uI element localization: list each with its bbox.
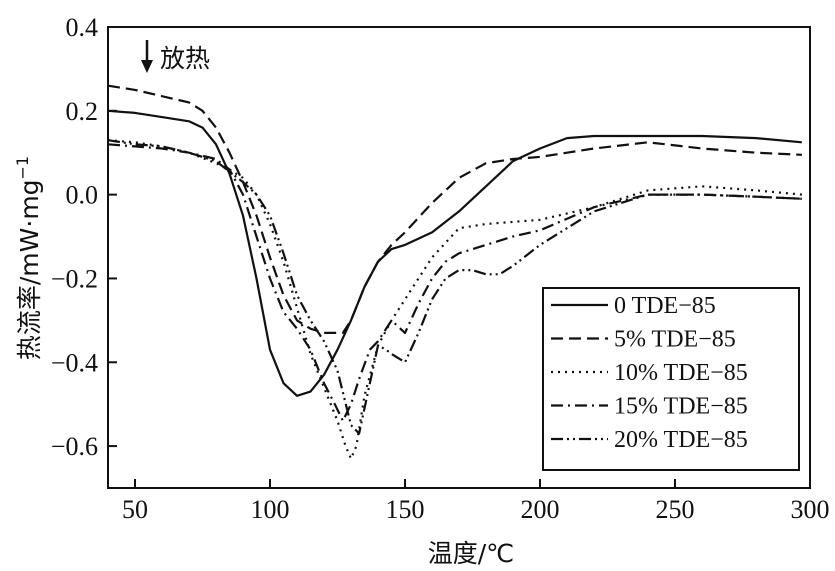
- y-tick-label: −0.4: [51, 348, 98, 377]
- series-layer: [107, 84, 803, 460]
- svg-text:热流率/mW·mg−1: 热流率/mW·mg−1: [13, 156, 44, 360]
- x-tick-label: 250: [656, 495, 695, 524]
- y-axis-title: 热流率/mW·mg: [15, 179, 44, 360]
- series-line-2: [107, 84, 802, 334]
- legend-label: 5% TDE−85: [614, 327, 736, 353]
- series-line-5: [107, 139, 802, 435]
- y-tick-label: −0.6: [51, 432, 98, 461]
- annotation-label: 放热: [160, 44, 210, 73]
- y-tick-label: 0.4: [66, 13, 99, 42]
- legend-label: 20% TDE−85: [614, 427, 748, 453]
- legend: 0 TDE−85 5% TDE−85 10% TDE−85 15% TDE−85 20%…: [542, 287, 800, 471]
- series-line-3: [107, 139, 803, 460]
- y-tick-label: 0.0: [66, 181, 99, 210]
- x-tick-label: 150: [386, 495, 425, 524]
- y-tick-label: 0.2: [66, 97, 99, 126]
- legend-label: 0 TDE−85: [614, 293, 716, 319]
- y-axis-title-group: 热流率/mW·mg−1: [13, 156, 44, 360]
- x-axis-title: 温度/℃: [428, 539, 515, 568]
- legend-label: 10% TDE−85: [614, 360, 748, 386]
- x-tick-label: 300: [791, 495, 830, 524]
- legend-label: 15% TDE−85: [614, 394, 748, 420]
- x-axis: 50 100 150 200 250 300: [122, 479, 830, 524]
- x-tick-label: 200: [521, 495, 560, 524]
- x-tick-label: 100: [251, 495, 290, 524]
- x-tick-label: 50: [122, 495, 148, 524]
- series-line-1: [107, 109, 803, 397]
- y-axis-title-superscript: −1: [13, 156, 32, 180]
- y-axis: 0.4 0.2 0.0 −0.2 −0.4 −0.6: [51, 13, 117, 461]
- plot-frame: [107, 26, 811, 489]
- arrow-head-icon: [141, 60, 153, 73]
- y-tick-label: −0.2: [51, 264, 98, 293]
- exotherm-annotation: 放热: [141, 40, 210, 73]
